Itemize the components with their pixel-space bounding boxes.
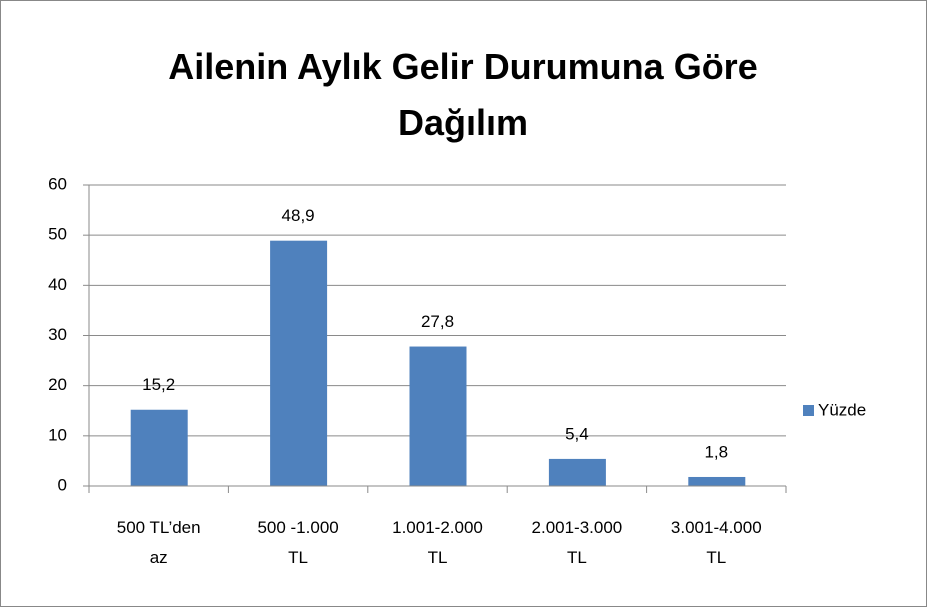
bar xyxy=(548,458,606,486)
y-tick-label: 20 xyxy=(48,375,67,394)
data-label: 1,8 xyxy=(704,442,728,461)
y-tick-label: 30 xyxy=(48,325,67,344)
chart-title: Ailenin Aylık Gelir Durumuna Göre Dağılı… xyxy=(168,46,758,143)
y-tick-label: 10 xyxy=(48,425,67,444)
x-tick-label: 500 -1.000 TL xyxy=(257,518,339,567)
x-tick-label: 1.001-2.000 TL xyxy=(392,518,483,567)
bar xyxy=(130,409,188,486)
legend-swatch xyxy=(803,405,814,416)
bar xyxy=(688,476,746,486)
y-tick-label: 50 xyxy=(48,225,67,244)
data-label: 27,8 xyxy=(421,312,454,331)
data-label: 48,9 xyxy=(282,206,315,225)
y-tick-label: 60 xyxy=(48,174,67,193)
x-tick-label: 2.001-3.000 TL xyxy=(531,518,623,567)
y-tick-label: 0 xyxy=(58,475,67,494)
bar xyxy=(270,240,328,486)
data-label: 15,2 xyxy=(142,375,175,394)
data-label: 5,4 xyxy=(565,424,589,443)
x-tick-label: 3.001-4.000 TL xyxy=(670,518,762,567)
bar xyxy=(409,346,467,486)
x-tick-label: 500 TL’den az xyxy=(116,518,201,567)
legend-label: Yüzde xyxy=(818,400,866,419)
y-tick-label: 40 xyxy=(48,275,67,294)
